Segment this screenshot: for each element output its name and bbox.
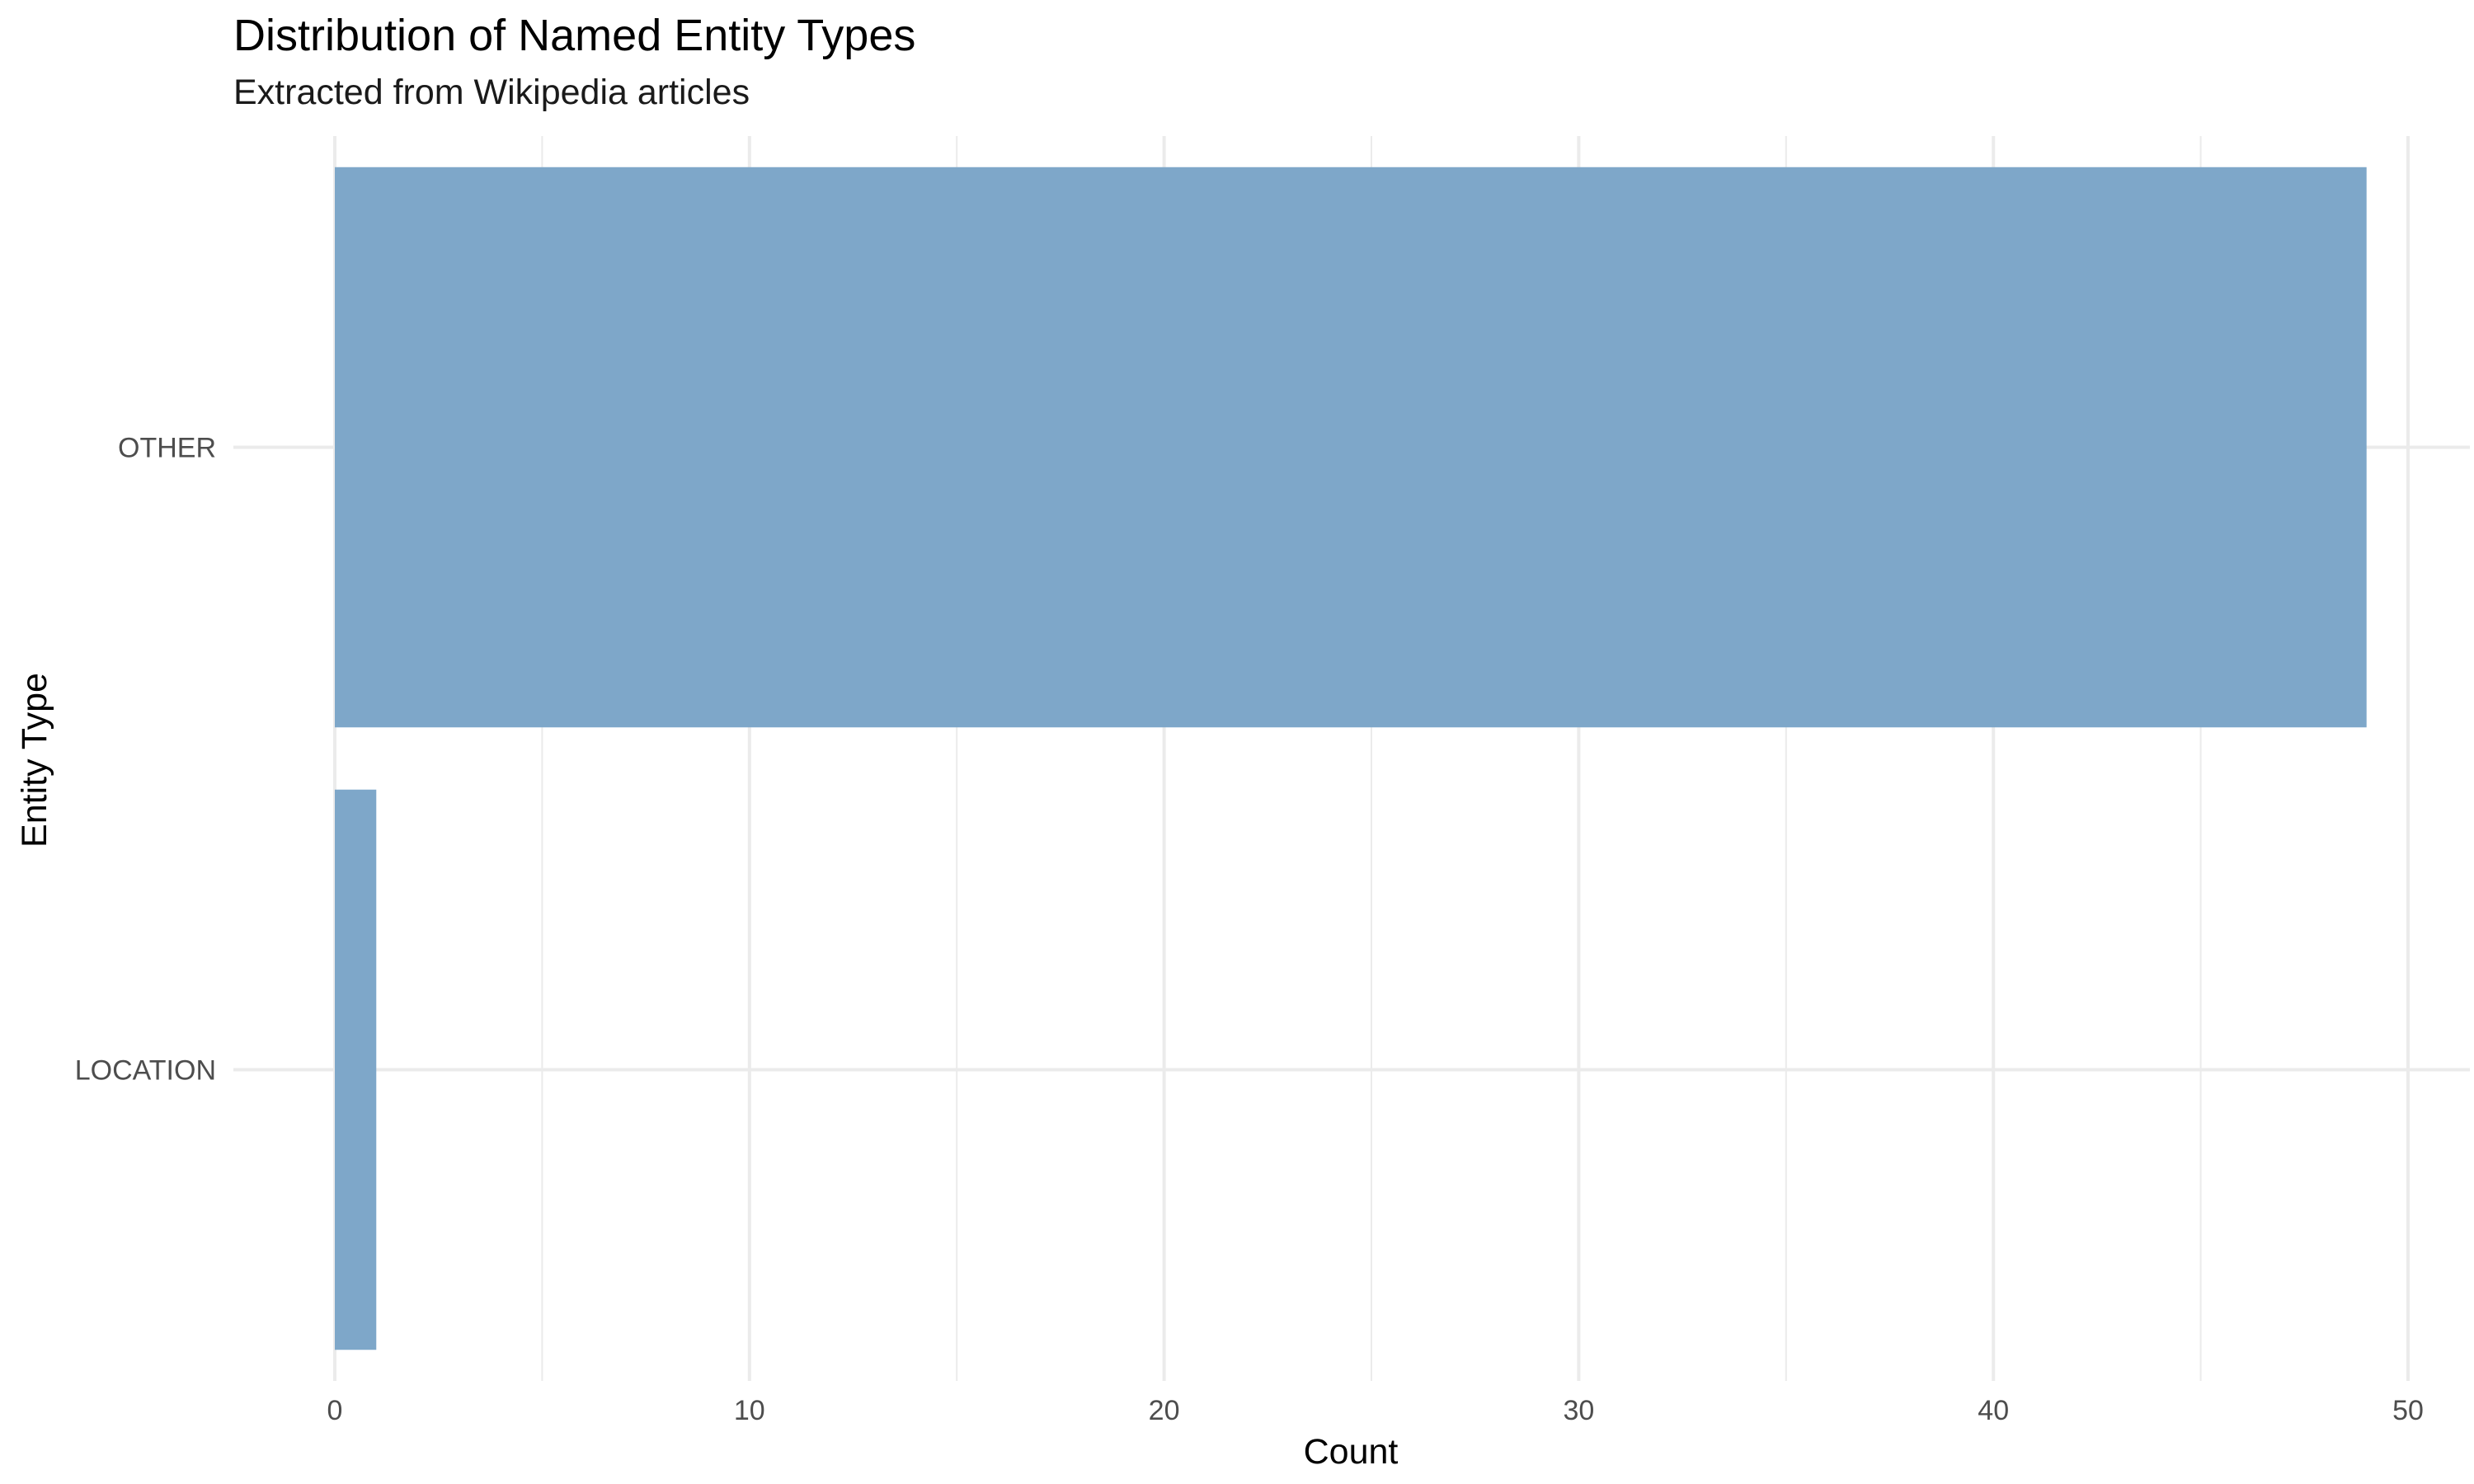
- y-tick-label: LOCATION: [75, 1055, 216, 1087]
- bar-location: [335, 789, 377, 1350]
- x-axis-title: Count: [1304, 1432, 1399, 1472]
- bars: [335, 167, 2367, 1350]
- x-tick-label: 30: [1563, 1395, 1594, 1426]
- x-tick-label: 20: [1149, 1395, 1180, 1426]
- x-tick-label: 10: [734, 1395, 765, 1426]
- x-tick-label: 50: [2392, 1395, 2424, 1426]
- y-axis-title: Entity Type: [15, 673, 54, 848]
- x-tick-label: 40: [1978, 1395, 2009, 1426]
- x-tick-label: 0: [327, 1395, 343, 1426]
- chart-subtitle: Extracted from Wikipedia articles: [233, 73, 750, 112]
- chart-title: Distribution of Named Entity Types: [233, 11, 916, 60]
- bar-other: [335, 167, 2367, 728]
- y-tick-label: OTHER: [118, 433, 216, 464]
- x-axis-ticks: 0 10 20 30 40 50: [327, 1395, 2424, 1426]
- y-axis-ticks: OTHER LOCATION: [75, 433, 216, 1087]
